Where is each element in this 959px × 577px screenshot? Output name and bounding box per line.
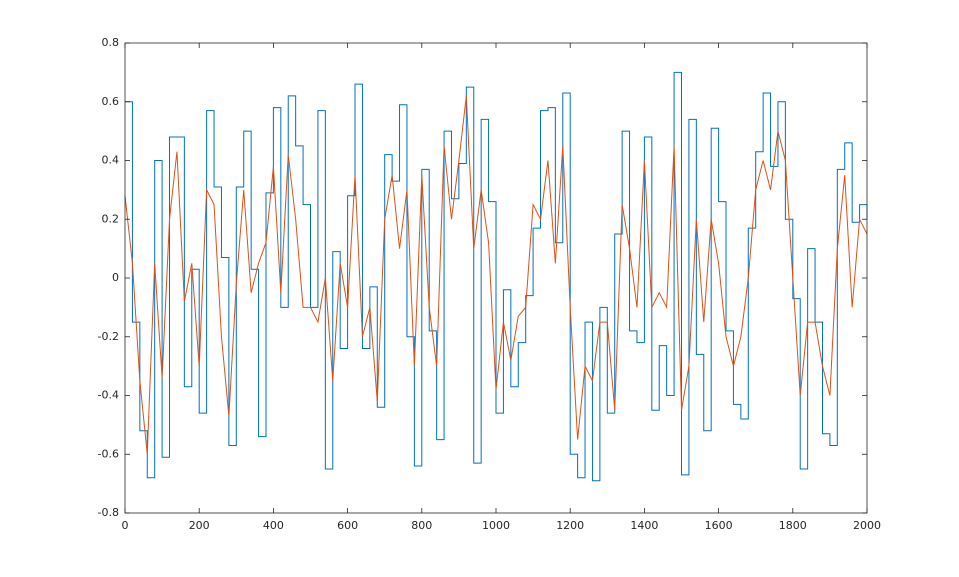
x-tick-label: 0 bbox=[122, 519, 129, 532]
x-tick-label: 1600 bbox=[705, 519, 733, 532]
y-tick-label: 0 bbox=[112, 271, 119, 284]
y-tick-label: -0.2 bbox=[98, 330, 119, 343]
y-tick-label: 0.2 bbox=[102, 212, 120, 225]
x-tick-label: 1000 bbox=[482, 519, 510, 532]
data-line bbox=[125, 71, 868, 482]
x-tick-label: 800 bbox=[411, 519, 432, 532]
y-tick-label: -0.6 bbox=[98, 447, 119, 460]
y-tick-label: 0.8 bbox=[102, 36, 120, 49]
x-tick-label: 400 bbox=[263, 519, 284, 532]
x-tick-label: 1400 bbox=[630, 519, 658, 532]
x-tick-label: 1800 bbox=[779, 519, 807, 532]
y-tick-label: 0.6 bbox=[102, 95, 120, 108]
x-tick-label: 2000 bbox=[853, 519, 881, 532]
y-tick-label: -0.8 bbox=[98, 506, 119, 519]
data-line bbox=[124, 95, 868, 455]
y-tick-label: 0.4 bbox=[102, 154, 120, 167]
x-tick-label: 1200 bbox=[556, 519, 584, 532]
y-tick-label: -0.4 bbox=[98, 389, 119, 402]
x-tick-label: 600 bbox=[337, 519, 358, 532]
x-tick-label: 200 bbox=[189, 519, 210, 532]
